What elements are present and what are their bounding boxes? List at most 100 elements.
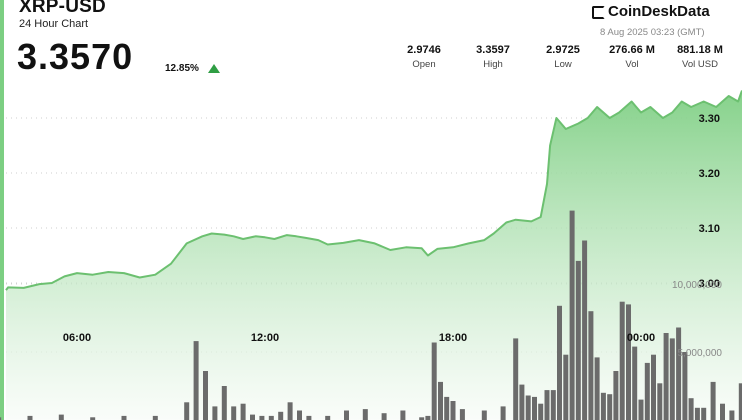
- volume-bar: [626, 304, 631, 420]
- volume-bar: [362, 409, 368, 420]
- volume-bar: [600, 392, 606, 420]
- volume-bar: [419, 417, 425, 420]
- volume-bar: [720, 403, 725, 420]
- volume-bar: [563, 354, 569, 420]
- volume-bar: [450, 401, 456, 420]
- volume-bar: [694, 407, 700, 420]
- volume-bar: [459, 409, 465, 420]
- x-tick-label: 18:00: [439, 332, 467, 344]
- volume-bar: [669, 338, 675, 420]
- stat-volume-usd: 881.18 M Vol USD: [666, 44, 734, 70]
- volume-bar: [221, 386, 227, 420]
- stat-open: 2.9746 Open: [400, 44, 448, 70]
- coindesk-data-logo: CoinDeskData: [592, 3, 710, 20]
- volume-tick-label: 10,000,000: [672, 280, 722, 291]
- stat-high-value: 3.3597: [476, 44, 510, 56]
- volume-bar: [121, 415, 127, 420]
- volume-bar: [325, 415, 331, 420]
- y-tick-label: 3.30: [699, 113, 720, 125]
- volume-bar: [240, 403, 246, 420]
- volume-bar: [152, 415, 158, 420]
- stat-volume: 276.66 M Vol: [598, 44, 666, 70]
- symbol-title: XRP-USD: [19, 0, 106, 17]
- left-accent-bar: [0, 0, 4, 420]
- volume-bar: [532, 396, 537, 420]
- stat-volume-usd-label: Vol USD: [682, 59, 718, 70]
- volume-bar: [575, 260, 581, 420]
- volume-bar: [0, 417, 2, 420]
- x-tick-label: 06:00: [63, 332, 91, 344]
- y-tick-label: 3.10: [699, 223, 720, 235]
- volume-bar: [676, 327, 682, 420]
- volume-bar: [663, 333, 669, 420]
- volume-bar: [90, 417, 96, 420]
- volume-bar: [582, 240, 588, 420]
- volume-bar: [538, 403, 544, 420]
- x-tick-label: 00:00: [627, 332, 655, 344]
- volume-bar: [250, 414, 255, 420]
- stat-low-value: 2.9725: [546, 44, 580, 56]
- volume-bar: [287, 402, 293, 420]
- y-tick-label: 3.20: [699, 168, 720, 180]
- volume-bar: [544, 390, 550, 420]
- volume-bar: [212, 406, 218, 420]
- volume-bar: [297, 410, 302, 420]
- volume-bar: [203, 371, 208, 420]
- x-tick-label: 12:00: [251, 332, 279, 344]
- volume-bar: [557, 305, 562, 420]
- stat-volume-value: 276.66 M: [609, 44, 655, 56]
- volume-bar: [569, 210, 575, 420]
- volume-bar: [231, 406, 237, 420]
- volume-bar: [701, 407, 707, 420]
- volume-bar: [657, 383, 663, 420]
- volume-bar: [268, 415, 274, 420]
- up-arrow-icon: [208, 64, 220, 73]
- volume-bar: [588, 311, 594, 420]
- volume-bar: [738, 383, 742, 420]
- volume-bar: [306, 415, 312, 420]
- volume-bar: [710, 381, 716, 420]
- stat-high-label: High: [483, 59, 503, 70]
- volume-bar: [619, 301, 625, 420]
- price-line: [5, 90, 742, 291]
- volume-bar: [58, 414, 64, 420]
- volume-bar: [607, 394, 613, 420]
- volume-bar: [632, 346, 638, 420]
- stat-low: 2.9725 Low: [539, 44, 587, 70]
- brand-name: CoinDeskData: [608, 3, 710, 20]
- volume-bar: [444, 396, 450, 420]
- volume-bar: [729, 410, 735, 420]
- volume-bar: [425, 415, 431, 420]
- volume-bar: [431, 342, 437, 420]
- coindesk-logo-icon: [592, 6, 605, 19]
- volume-bar: [613, 371, 619, 420]
- volume-bar: [27, 415, 33, 420]
- chart-subtitle: 24 Hour Chart: [19, 18, 89, 30]
- volume-bar: [550, 390, 556, 420]
- volume-bar: [519, 384, 525, 420]
- volume-bar: [682, 352, 688, 420]
- stat-high: 3.3597 High: [469, 44, 517, 70]
- price-area-fill: [6, 90, 742, 420]
- volume-bar: [594, 357, 600, 420]
- stat-open-label: Open: [412, 59, 436, 70]
- volume-bar: [344, 410, 349, 420]
- price-change-percent: 12.85%: [165, 63, 199, 74]
- stat-low-label: Low: [554, 59, 572, 70]
- stat-volume-usd-value: 881.18 M: [677, 44, 723, 56]
- stat-volume-label: Vol: [625, 59, 639, 70]
- volume-bar: [688, 398, 694, 420]
- stat-open-value: 2.9746: [407, 44, 441, 56]
- volume-bar: [525, 395, 531, 420]
- volume-bar: [513, 338, 519, 420]
- volume-bar: [400, 410, 406, 420]
- y-tick-label: 3.00: [699, 278, 720, 290]
- volume-bar: [481, 410, 487, 420]
- volume-bar: [500, 406, 506, 420]
- current-price: 3.3570: [17, 36, 134, 77]
- volume-bar: [193, 341, 199, 420]
- volume-bar: [184, 402, 190, 420]
- chart-timestamp: 8 Aug 2025 03:23 (GMT): [600, 27, 705, 38]
- volume-bar: [278, 411, 284, 420]
- volume-bar: [438, 381, 443, 420]
